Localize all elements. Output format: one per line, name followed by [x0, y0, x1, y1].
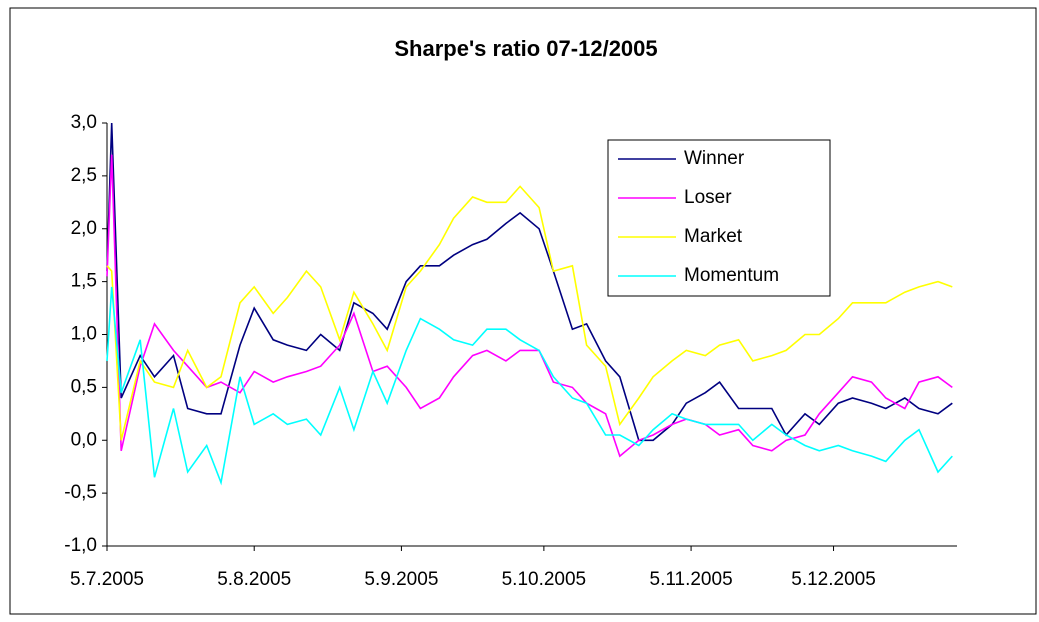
- y-tick-label: 2,0: [71, 218, 97, 239]
- x-tick-label: 5.10.2005: [502, 569, 587, 590]
- y-tick-label: 1,0: [71, 324, 97, 345]
- series-line: [106, 185, 953, 441]
- series-line: [106, 154, 953, 458]
- x-tick-label: 5.11.2005: [650, 569, 733, 590]
- y-tick-label: -1,0: [64, 535, 97, 556]
- y-tick-label: 1,5: [71, 271, 97, 292]
- series-line: [106, 286, 953, 486]
- chart-frame: [9, 7, 1037, 615]
- y-tick-label: 2,5: [71, 165, 97, 186]
- y-tick-label: 0,0: [71, 429, 97, 450]
- y-tick-label: 3,0: [71, 112, 97, 133]
- series-line: [106, 122, 953, 442]
- y-tick-label: -0,5: [64, 482, 97, 503]
- legend-box: [607, 139, 831, 297]
- x-tick-label: 5.12.2005: [791, 569, 876, 590]
- legend-label: Winner: [684, 148, 745, 169]
- legend-label: Market: [684, 226, 743, 247]
- legend-label: Loser: [684, 187, 732, 208]
- y-tick-label: 0,5: [71, 376, 97, 397]
- legend-label: Momentum: [684, 265, 779, 286]
- x-tick-label: 5.7.2005: [70, 569, 144, 590]
- x-tick-label: 5.9.2005: [364, 569, 438, 590]
- x-tick-label: 5.8.2005: [217, 569, 291, 590]
- chart-title: Sharpe's ratio 07-12/2005: [394, 36, 657, 61]
